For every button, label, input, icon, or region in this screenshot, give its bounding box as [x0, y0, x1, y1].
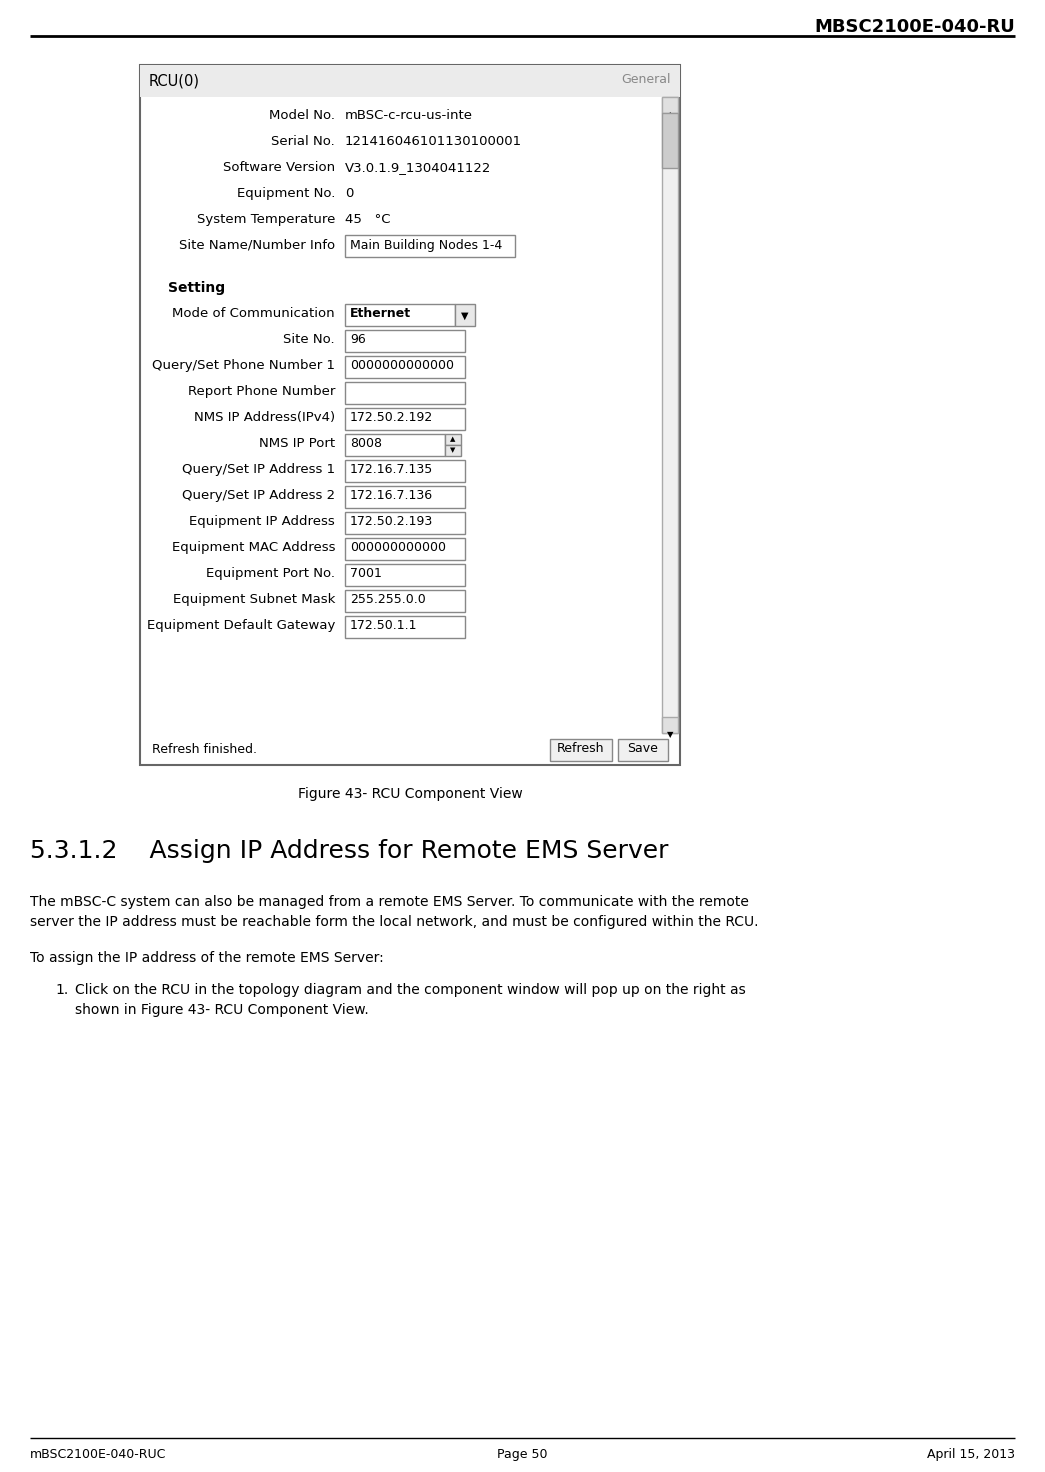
- Text: 0000000000000: 0000000000000: [350, 359, 454, 372]
- Text: Query/Set IP Address 1: Query/Set IP Address 1: [182, 464, 335, 475]
- Text: Refresh finished.: Refresh finished.: [152, 743, 257, 757]
- Text: Model No.: Model No.: [269, 109, 335, 122]
- Text: 96: 96: [350, 333, 366, 346]
- Text: Equipment IP Address: Equipment IP Address: [189, 515, 335, 528]
- Text: RCU(0): RCU(0): [149, 74, 200, 88]
- Bar: [345, 537, 465, 559]
- Text: 45   °C: 45 °C: [345, 213, 391, 227]
- Bar: [345, 512, 465, 534]
- Bar: [661, 113, 678, 168]
- Text: mBSC2100E-040-RUC: mBSC2100E-040-RUC: [30, 1448, 166, 1462]
- Bar: [345, 356, 465, 378]
- Text: Setting: Setting: [168, 281, 225, 294]
- Text: 7001: 7001: [350, 567, 381, 580]
- Bar: [345, 615, 465, 637]
- Text: General: General: [622, 74, 671, 85]
- Text: 172.16.7.136: 172.16.7.136: [350, 489, 433, 502]
- Bar: [140, 65, 680, 765]
- Text: Serial No.: Serial No.: [272, 135, 335, 149]
- Text: shown in Figure 43- RCU Component View.: shown in Figure 43- RCU Component View.: [75, 1002, 369, 1017]
- Bar: [345, 434, 445, 456]
- Text: NMS IP Port: NMS IP Port: [259, 437, 335, 450]
- Bar: [345, 486, 465, 508]
- Text: 172.50.2.192: 172.50.2.192: [350, 411, 434, 424]
- Text: ▲: ▲: [667, 110, 673, 119]
- Bar: [618, 739, 668, 761]
- Text: Site No.: Site No.: [283, 333, 335, 346]
- Text: Figure 43- RCU Component View: Figure 43- RCU Component View: [298, 788, 522, 801]
- Bar: [661, 97, 678, 113]
- Bar: [345, 564, 465, 586]
- Bar: [445, 434, 461, 445]
- Text: Save: Save: [628, 742, 658, 755]
- Bar: [661, 97, 678, 733]
- Bar: [661, 717, 678, 733]
- Bar: [345, 383, 465, 403]
- Text: Software Version: Software Version: [223, 160, 335, 174]
- Text: Refresh: Refresh: [557, 742, 605, 755]
- Text: ▼: ▼: [461, 311, 469, 321]
- Text: mBSC-c-rcu-us-inte: mBSC-c-rcu-us-inte: [345, 109, 473, 122]
- Bar: [345, 590, 465, 612]
- Text: April 15, 2013: April 15, 2013: [927, 1448, 1015, 1462]
- Text: Main Building Nodes 1-4: Main Building Nodes 1-4: [350, 238, 503, 252]
- Text: Report Phone Number: Report Phone Number: [188, 386, 335, 397]
- Text: Equipment Subnet Mask: Equipment Subnet Mask: [172, 593, 335, 606]
- Text: MBSC2100E-040-RU: MBSC2100E-040-RU: [814, 18, 1015, 35]
- Bar: [140, 65, 680, 97]
- Text: ▲: ▲: [450, 436, 456, 442]
- Bar: [345, 459, 465, 481]
- Text: 0: 0: [345, 187, 353, 200]
- Text: 172.50.2.193: 172.50.2.193: [350, 515, 434, 528]
- Bar: [345, 305, 455, 325]
- Bar: [445, 445, 461, 456]
- Text: Equipment Default Gateway: Equipment Default Gateway: [146, 620, 335, 631]
- Text: 255.255.0.0: 255.255.0.0: [350, 593, 425, 606]
- Text: Equipment Port No.: Equipment Port No.: [206, 567, 335, 580]
- Text: Page 50: Page 50: [496, 1448, 548, 1462]
- Bar: [345, 236, 515, 258]
- Text: Equipment No.: Equipment No.: [236, 187, 335, 200]
- Bar: [455, 305, 475, 325]
- Text: NMS IP Address(IPv4): NMS IP Address(IPv4): [194, 411, 335, 424]
- Text: To assign the IP address of the remote EMS Server:: To assign the IP address of the remote E…: [30, 951, 384, 966]
- Text: 8008: 8008: [350, 437, 382, 450]
- Text: The mBSC-C system can also be managed from a remote EMS Server. To communicate w: The mBSC-C system can also be managed fr…: [30, 895, 749, 910]
- Text: 5.3.1.2    Assign IP Address for Remote EMS Server: 5.3.1.2 Assign IP Address for Remote EMS…: [30, 839, 669, 863]
- Text: 172.16.7.135: 172.16.7.135: [350, 464, 434, 475]
- Bar: [345, 330, 465, 352]
- Text: System Temperature: System Temperature: [196, 213, 335, 227]
- Text: V3.0.1.9_1304041122: V3.0.1.9_1304041122: [345, 160, 491, 174]
- Text: ▼: ▼: [450, 447, 456, 453]
- Text: Ethernet: Ethernet: [350, 308, 411, 319]
- Text: 172.50.1.1: 172.50.1.1: [350, 620, 418, 631]
- Text: Query/Set IP Address 2: Query/Set IP Address 2: [182, 489, 335, 502]
- Text: Query/Set Phone Number 1: Query/Set Phone Number 1: [152, 359, 335, 372]
- Text: Equipment MAC Address: Equipment MAC Address: [171, 542, 335, 553]
- Text: server the IP address must be reachable form the local network, and must be conf: server the IP address must be reachable …: [30, 916, 759, 929]
- Bar: [345, 408, 465, 430]
- Text: 121416046101130100001: 121416046101130100001: [345, 135, 522, 149]
- Bar: [550, 739, 612, 761]
- Text: 000000000000: 000000000000: [350, 542, 446, 553]
- Text: 1.: 1.: [55, 983, 68, 997]
- Text: Site Name/Number Info: Site Name/Number Info: [179, 238, 335, 252]
- Text: Click on the RCU in the topology diagram and the component window will pop up on: Click on the RCU in the topology diagram…: [75, 983, 746, 997]
- Text: ▼: ▼: [667, 730, 673, 739]
- Text: Mode of Communication: Mode of Communication: [172, 308, 335, 319]
